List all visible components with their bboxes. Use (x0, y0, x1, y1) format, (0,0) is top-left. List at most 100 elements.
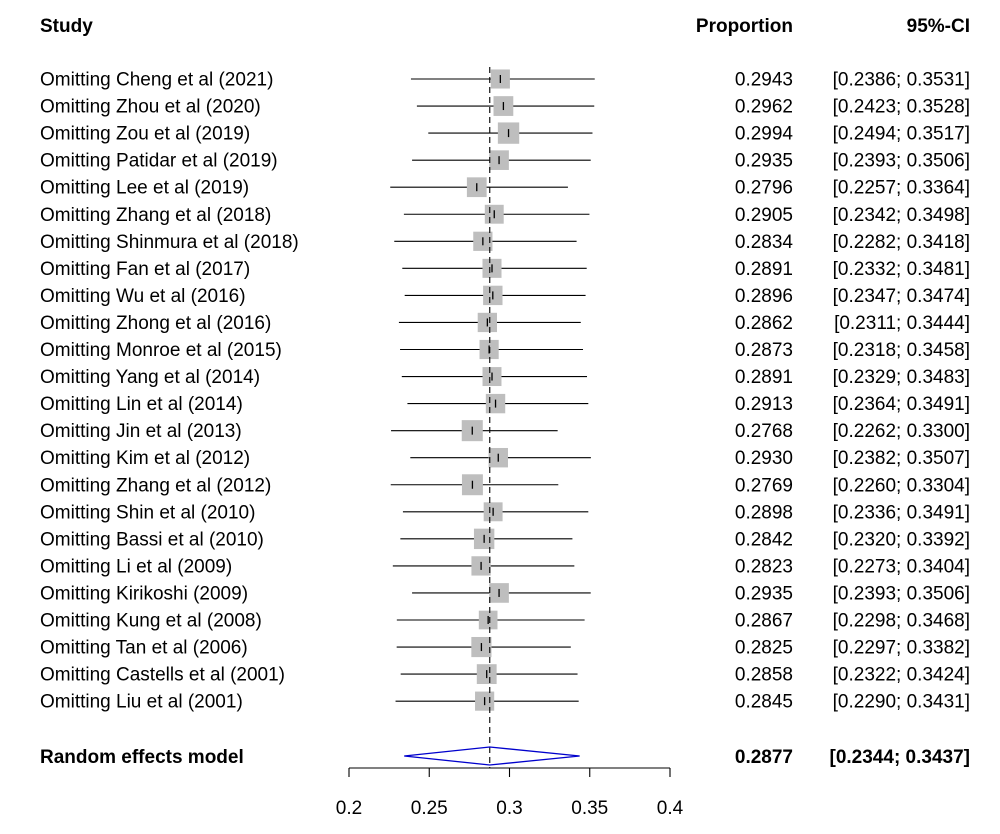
study-label: Omitting Lin et al (2014) (40, 394, 243, 415)
study-row: Omitting Kim et al (2012) 0.2930 [0.2382; … (40, 447, 970, 469)
proportion-value: 0.2873 (735, 340, 793, 361)
ci-value: [0.2297; 0.3382] (833, 638, 970, 659)
summary-diamond (404, 746, 580, 766)
study-row: Omitting Zou et al (2019) 0.2994 [0.2494; … (40, 122, 970, 145)
study-row: Omitting Monroe et al (2015) 0.2873 [0.231… (40, 339, 970, 361)
proportion-value: 0.2842 (735, 529, 793, 550)
proportion-value: 0.2891 (735, 259, 793, 280)
ci-value: [0.2393; 0.3506] (833, 151, 970, 172)
study-row: Omitting Fan et al (2017) 0.2891 [0.2332; … (40, 258, 970, 280)
proportion-value: 0.2796 (735, 178, 793, 199)
study-row: Omitting Shinmura et al (2018) 0.2834 [0.2… (40, 231, 970, 253)
ci-value: [0.2364; 0.3491] (833, 394, 970, 415)
ci-value: [0.2311; 0.3444] (834, 313, 970, 334)
study-label: Omitting Liu et al (2001) (40, 692, 243, 713)
study-row: Omitting Yang et al (2014) 0.2891 [0.2329;… (40, 367, 970, 388)
ci-value: [0.2342; 0.3498] (833, 205, 970, 226)
summary-label: Random effects model (40, 747, 244, 768)
ci-value: [0.2386; 0.3531] (833, 70, 970, 91)
study-label: Omitting Lee et al (2019) (40, 178, 249, 199)
x-axis: 0.2 0.25 0.3 0.35 0.4 (336, 767, 684, 819)
proportion-value: 0.2935 (735, 151, 793, 172)
proportion-value: 0.2768 (735, 421, 793, 442)
study-label: Omitting Kung et al (2008) (40, 611, 262, 632)
study-label: Omitting Monroe et al (2015) (40, 340, 282, 361)
proportion-value: 0.2858 (735, 665, 793, 686)
study-row: Omitting Shin et al (2010) 0.2898 [0.2336;… (40, 502, 970, 523)
study-label: Omitting Fan et al (2017) (40, 259, 250, 280)
ci-value: [0.2322; 0.3424] (833, 665, 970, 686)
study-row: Omitting Zhong et al (2016) 0.2862 [0.2311… (40, 312, 970, 334)
study-row: Omitting Castells et al (2001) 0.2858 [0.2… (40, 664, 970, 686)
proportion-value: 0.2935 (735, 583, 793, 604)
study-label: Omitting Zhong et al (2016) (40, 313, 271, 334)
ci-value: [0.2393; 0.3506] (833, 583, 970, 604)
ci-column-header: 95%-CI (907, 16, 970, 37)
proportion-value: 0.2862 (735, 313, 793, 334)
study-row: Omitting Lin et al (2014) 0.2913 [0.2364; … (40, 393, 970, 415)
study-row: Omitting Lee et al (2019) 0.2796 [0.2257; … (40, 177, 970, 199)
ci-value: [0.2347; 0.3474] (833, 286, 970, 307)
summary-row: Random effects model 0.2877 [0.2344; 0.343… (40, 746, 970, 768)
study-label: Omitting Castells et al (2001) (40, 665, 285, 686)
study-label: Omitting Jin et al (2013) (40, 421, 242, 442)
study-label: Omitting Cheng et al (2021) (40, 70, 273, 91)
study-label: Omitting Wu et al (2016) (40, 286, 246, 307)
study-label: Omitting Zhang et al (2012) (40, 475, 271, 496)
study-row: Omitting Jin et al (2013) 0.2768 [0.2262; … (40, 420, 970, 442)
proportion-value: 0.2943 (735, 70, 793, 91)
study-row: Omitting Liu et al (2001) 0.2845 [0.2290; … (40, 691, 970, 713)
study-row: Omitting Bassi et al (2010) 0.2842 [0.2320… (40, 528, 970, 550)
study-row: Omitting Tan et al (2006) 0.2825 [0.2297; … (40, 636, 970, 659)
ci-value: [0.2320; 0.3392] (833, 529, 970, 550)
proportion-value: 0.2913 (735, 394, 793, 415)
study-row: Omitting Zhang et al (2018) 0.2905 [0.2342… (40, 205, 970, 226)
study-row: Omitting Zhou et al (2020) 0.2962 [0.2423;… (40, 96, 970, 118)
study-label: Omitting Bassi et al (2010) (40, 529, 264, 550)
study-label: Omitting Zou et al (2019) (40, 124, 250, 145)
ci-value: [0.2298; 0.3468] (833, 611, 970, 632)
proportion-value: 0.2930 (735, 448, 793, 469)
ci-value: [0.2273; 0.3404] (833, 556, 970, 577)
proportion-value: 0.2898 (735, 502, 793, 523)
ci-value: [0.2290; 0.3431] (833, 692, 970, 713)
ci-value: [0.2257; 0.3364] (833, 178, 970, 199)
study-label: Omitting Yang et al (2014) (40, 367, 260, 388)
study-label: Omitting Zhang et al (2018) (40, 205, 271, 226)
study-label: Omitting Kim et al (2012) (40, 448, 250, 469)
proportion-column-header: Proportion (696, 16, 793, 37)
study-label: Omitting Li et al (2009) (40, 556, 232, 577)
x-tick-label: 0.4 (657, 798, 684, 819)
proportion-value: 0.2834 (735, 232, 794, 253)
study-row: Omitting Kirikoshi (2009) 0.2935 [0.2393; … (40, 583, 970, 604)
study-row: Omitting Kung et al (2008) 0.2867 [0.2298;… (40, 611, 970, 632)
proportion-value: 0.2769 (735, 475, 793, 496)
study-rows: Omitting Cheng et al (2021) 0.2943 [0.2386… (40, 67, 970, 768)
study-column-header: Study (40, 16, 93, 37)
proportion-value: 0.2867 (735, 611, 793, 632)
ci-value: [0.2332; 0.3481] (833, 259, 970, 280)
study-label: Omitting Shinmura et al (2018) (40, 232, 299, 253)
ci-value: [0.2318; 0.3458] (833, 340, 970, 361)
proportion-value: 0.2994 (735, 124, 794, 145)
study-label: Omitting Shin et al (2010) (40, 502, 255, 523)
study-row: Omitting Zhang et al (2012) 0.2769 [0.2260… (40, 474, 970, 496)
study-row: Omitting Patidar et al (2019) 0.2935 [0.23… (40, 150, 970, 172)
study-row: Omitting Cheng et al (2021) 0.2943 [0.2386… (40, 69, 970, 91)
ci-value: [0.2262; 0.3300] (833, 421, 970, 442)
study-label: Omitting Kirikoshi (2009) (40, 583, 248, 604)
proportion-value: 0.2825 (735, 638, 793, 659)
summary-proportion-value: 0.2877 (735, 747, 793, 768)
ci-value: [0.2260; 0.3304] (833, 475, 970, 496)
study-label: Omitting Patidar et al (2019) (40, 151, 278, 172)
ci-value: [0.2382; 0.3507] (833, 448, 970, 469)
proportion-value: 0.2823 (735, 556, 793, 577)
x-tick-label: 0.3 (496, 798, 522, 819)
proportion-value: 0.2891 (735, 367, 793, 388)
proportion-value: 0.2962 (735, 97, 793, 118)
proportion-value: 0.2896 (735, 286, 793, 307)
study-row: Omitting Wu et al (2016) 0.2896 [0.2347; 0… (40, 285, 970, 307)
study-row: Omitting Li et al (2009) 0.2823 [0.2273; 0… (40, 556, 970, 577)
ci-value: [0.2329; 0.3483] (833, 367, 970, 388)
